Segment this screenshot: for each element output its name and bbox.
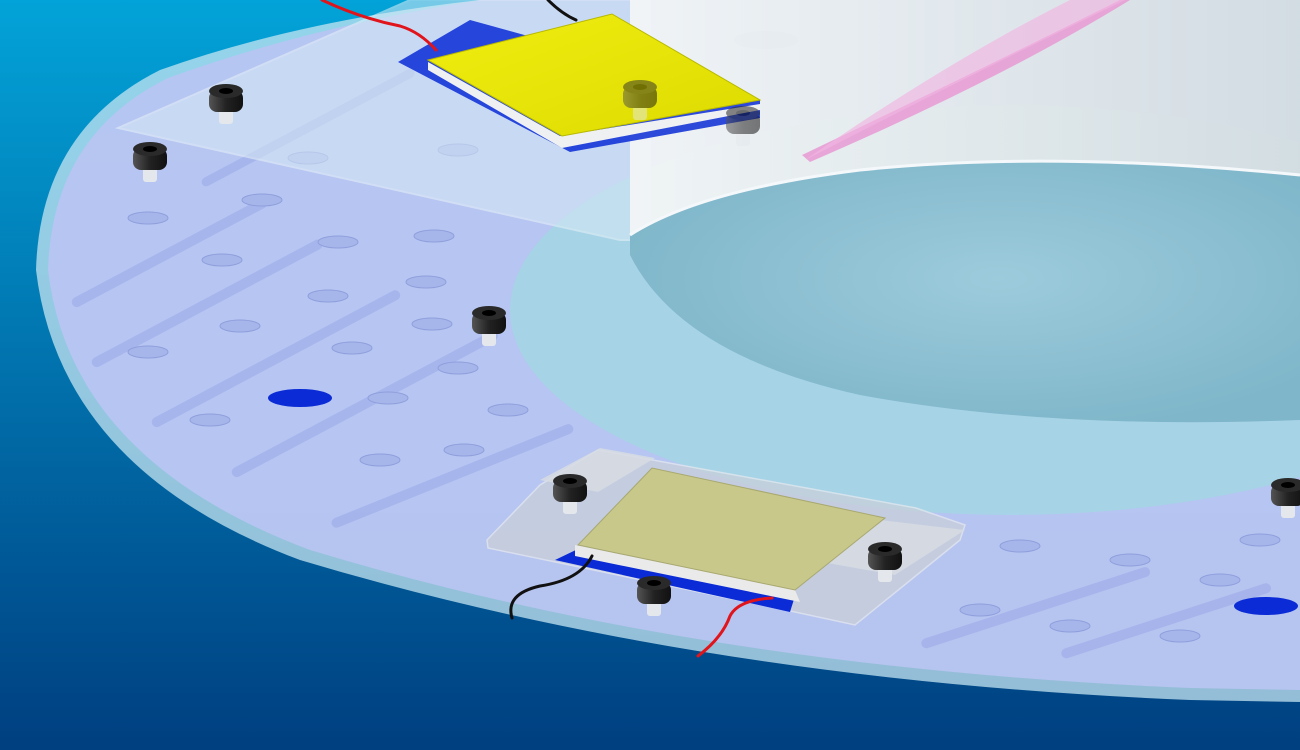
peltier-bottom-ceramic	[577, 467, 887, 591]
screw-socket	[647, 580, 661, 586]
screw-socket	[736, 110, 750, 116]
wire-black-top	[546, 0, 578, 22]
wire-red-bottom	[696, 596, 774, 658]
peltier-module-icon	[398, 13, 762, 152]
screw-socket	[563, 478, 577, 484]
plate-holes	[127, 143, 1281, 643]
screw-icon	[1271, 478, 1300, 518]
peltier-bottom-ceramic-side	[575, 545, 800, 602]
screw-socket	[1281, 482, 1295, 488]
peltier-top-ceramic	[426, 13, 762, 137]
screw-icon	[868, 542, 902, 582]
screw-icon	[133, 142, 167, 182]
screw-socket	[482, 310, 496, 316]
peltier-top-ceramic-side	[428, 62, 760, 148]
peltier-module-icon	[486, 448, 966, 626]
plate-slot-pattern	[71, 69, 1272, 659]
screw-icon	[472, 306, 506, 346]
through-hole-icon	[1234, 597, 1298, 615]
through-hole-icon	[268, 389, 332, 407]
wire-red-top	[320, 0, 438, 52]
screw-socket	[143, 146, 157, 152]
cylinder-icon	[629, 0, 1300, 423]
screw-icon	[726, 106, 760, 146]
screws	[133, 80, 1300, 616]
pink-blade	[802, 0, 1130, 162]
screw-icon	[209, 84, 243, 124]
screw-icon	[623, 80, 657, 120]
cylinder-rim	[629, 159, 1300, 237]
screw-icon	[637, 576, 671, 616]
screw-icon	[553, 474, 587, 514]
cylinder-opening	[630, 161, 1300, 423]
wire-icon	[320, 0, 774, 658]
wire-black-bottom	[509, 554, 594, 620]
screw-socket	[219, 88, 233, 94]
cylinder-wall	[630, 0, 1300, 235]
screw-socket	[633, 84, 647, 90]
screw-socket	[878, 546, 892, 552]
